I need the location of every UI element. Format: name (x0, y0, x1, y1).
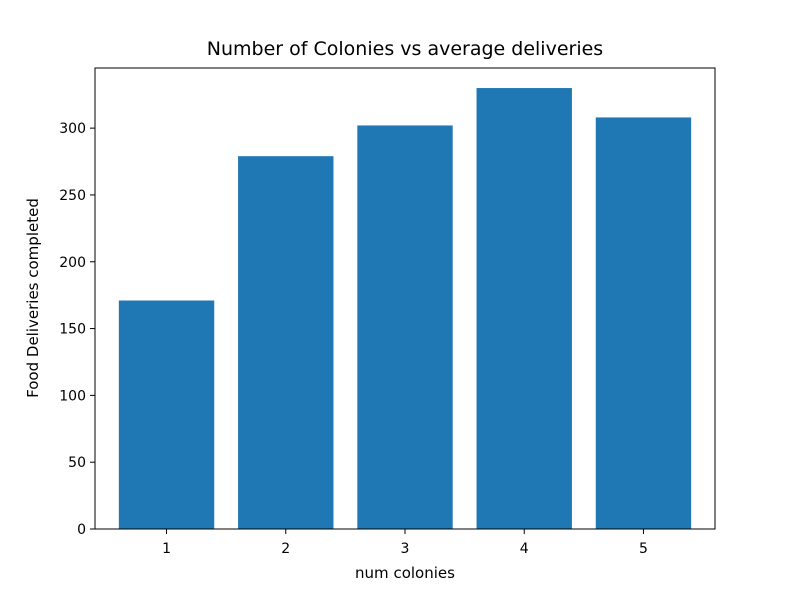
bar-2 (238, 156, 334, 530)
x-tick-label: 3 (401, 541, 410, 557)
y-tick-label: 250 (59, 188, 86, 204)
y-tick-label: 150 (59, 322, 86, 338)
x-tick-label: 1 (162, 541, 171, 557)
chart-title: Number of Colonies vs average deliveries (207, 38, 603, 60)
bar-3 (357, 125, 453, 529)
x-tick-label: 4 (520, 541, 529, 557)
y-tick-label: 0 (77, 522, 86, 538)
y-tick-label: 300 (59, 121, 86, 137)
x-tick-label: 2 (281, 541, 290, 557)
x-axis: 1 2 3 4 5 (162, 529, 648, 557)
bars-group (118, 88, 692, 530)
x-axis-label: num colonies (355, 564, 455, 582)
y-tick-label: 100 (59, 388, 86, 404)
bar-5 (595, 117, 692, 529)
y-tick-label: 200 (59, 255, 86, 271)
y-axis-label: Food Deliveries completed (24, 198, 42, 398)
y-tick-label: 50 (68, 455, 86, 471)
y-axis: 0 50 100 150 200 250 300 (59, 121, 95, 538)
x-tick-label: 5 (639, 541, 648, 557)
bar-4 (476, 88, 572, 529)
bar-1 (118, 300, 215, 529)
